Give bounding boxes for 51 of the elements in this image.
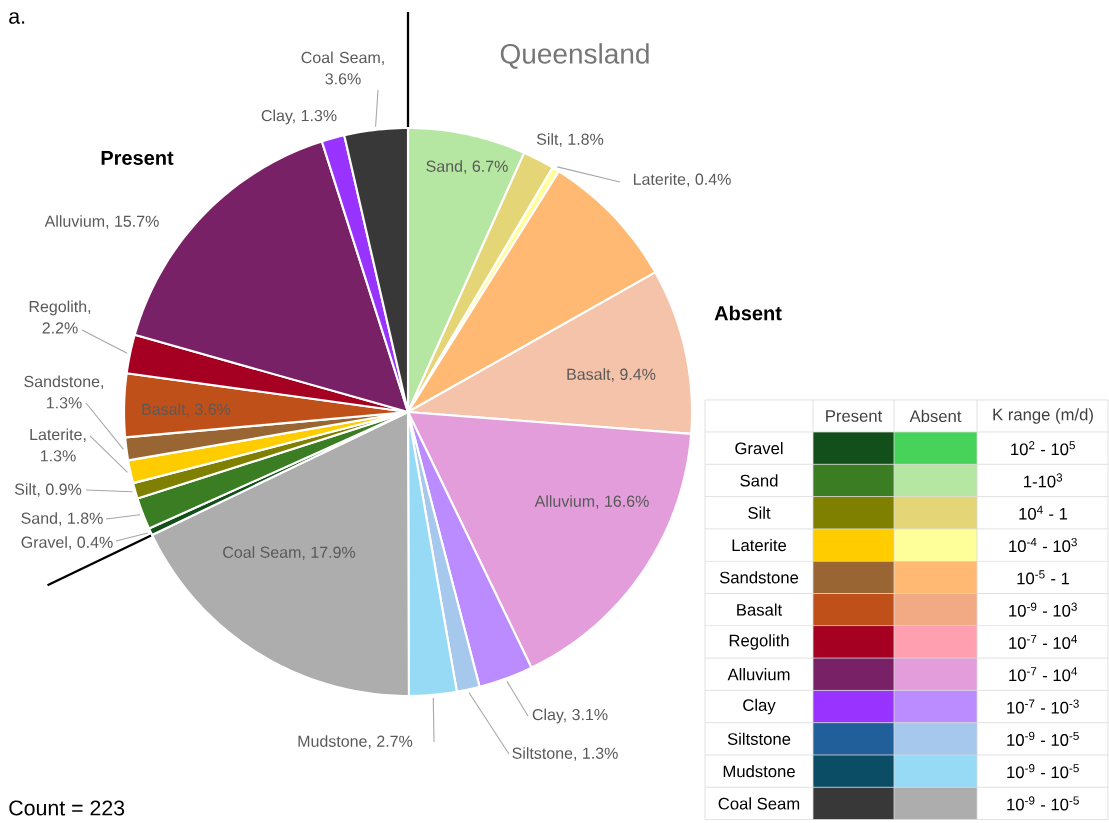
slice-label: Alluvium, 15.7% — [44, 215, 159, 229]
text: 10$^{-9}$ - 10$^{-5}$ — [1007, 731, 1079, 746]
category-label: Regolith — [729, 634, 789, 650]
text: Count = 223 — [9, 800, 125, 816]
text: 10$^{-5}$ - 1 — [1017, 570, 1070, 585]
category-label: Sand — [740, 474, 778, 487]
text: 10$^{-7}$ - 10$^{4}$ — [1009, 634, 1078, 649]
text: Present — [101, 151, 174, 165]
category-label: Laterite — [732, 538, 787, 552]
text: 1-10$^{3}$ — [1024, 473, 1063, 488]
slice-label: Laterite, 0.4% — [633, 173, 731, 187]
slice-label: Siltstone, 1.3% — [512, 747, 618, 761]
category-label: Basalt — [737, 603, 783, 616]
slice-label: Sand, 1.8% — [21, 512, 103, 526]
category-label: Gravel — [735, 442, 783, 455]
slice-label: Mudstone, 2.7% — [298, 735, 413, 749]
text: 10$^{-7}$ - 10$^{-3}$ — [1007, 699, 1079, 714]
category-label: Siltstone — [727, 732, 791, 745]
text: Present — [826, 410, 883, 422]
slice-label: Laterite, 1.3% — [30, 428, 86, 462]
text: 10$^{4}$ - 1 — [1019, 505, 1068, 520]
text: 10$^{-9}$ - 10$^{3}$ — [1009, 602, 1077, 617]
text: 10$^{-9}$ - 10$^{-5}$ — [1007, 764, 1079, 779]
slice-label: Alluvium, 16.6% — [534, 495, 649, 509]
slice-label: Coal Seam, 3.6% — [301, 51, 384, 85]
text: 10$^{-4}$ - 10$^{3}$ — [1009, 537, 1077, 553]
slice-label: Sand, 6.7% — [426, 160, 508, 174]
slice-label: Silt, 1.8% — [536, 133, 604, 147]
text: Absent — [909, 409, 962, 423]
category-label: Coal Seam — [718, 797, 800, 810]
text: a. — [9, 12, 25, 24]
legend-title: K range (m/d) — [993, 408, 1093, 424]
category-label: Alluvium — [727, 668, 790, 681]
slice-label: Clay, 3.1% — [532, 708, 608, 724]
text: 10$^{2}$ - 10$^{5}$ — [1011, 441, 1075, 456]
slice-label: Gravel, 0.4% — [21, 536, 113, 550]
slice-label: Regolith, 2.2% — [29, 300, 91, 334]
chart-title: Queensland — [500, 43, 649, 69]
slice-label: Basalt, 3.6% — [142, 403, 231, 417]
slice-label: Clay, 1.3% — [261, 109, 337, 125]
category-label: Silt — [748, 506, 771, 519]
category-label: Mudstone — [723, 765, 795, 778]
slice-label: Sandstone, 1.3% — [24, 375, 104, 409]
slice-label: Coal Seam, 17.9% — [223, 546, 356, 560]
text: Absent — [714, 305, 782, 321]
category-label: Sandstone — [719, 571, 799, 584]
text: 10$^{-9}$ - 10$^{-5}$ — [1007, 796, 1079, 811]
slice-label: Basalt, 9.4% — [567, 368, 656, 382]
slice-label: Silt, 0.9% — [14, 483, 82, 497]
text: 10$^{-7}$ - 10$^{4}$ — [1009, 667, 1078, 682]
category-label: Clay — [743, 698, 776, 715]
